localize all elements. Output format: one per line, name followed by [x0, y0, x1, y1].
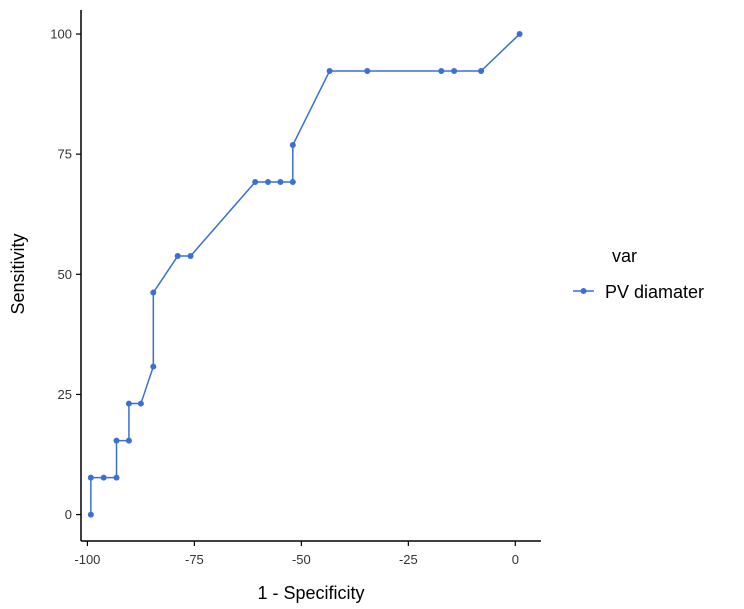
data-point: [137, 400, 144, 407]
data-point: [87, 474, 94, 481]
data-point: [326, 68, 333, 75]
data-point: [113, 437, 120, 444]
legend-key-point: [580, 288, 587, 294]
series-line: [90, 33, 521, 515]
y-axis-title: Sensitivity: [8, 233, 28, 314]
data-point: [264, 179, 271, 186]
y-tick-label: 50: [58, 267, 72, 282]
y-ticks: 0 25 50 75 100: [50, 27, 81, 522]
x-tick-label: -25: [399, 552, 418, 567]
y-tick-label: 75: [58, 147, 72, 162]
x-tick-label: -75: [185, 552, 204, 567]
y-tick-label: 0: [65, 507, 72, 522]
data-point: [252, 179, 259, 186]
data-point: [87, 511, 94, 518]
data-point: [125, 400, 132, 407]
data-point: [174, 253, 181, 260]
data-point: [100, 474, 107, 481]
data-point: [277, 179, 284, 186]
data-point: [364, 68, 371, 75]
legend: var PV diamater: [573, 246, 704, 302]
legend-title: var: [612, 246, 637, 266]
data-point: [150, 363, 157, 370]
data-point: [438, 68, 445, 75]
y-tick-label: 25: [58, 387, 72, 402]
x-tick-label: 0: [512, 552, 519, 567]
data-point: [289, 142, 296, 149]
data-point: [451, 68, 458, 75]
x-ticks: -100 -75 -50 -25 0: [74, 541, 519, 567]
legend-label-pv-diamater: PV diamater: [605, 282, 704, 302]
data-point: [150, 289, 157, 296]
x-tick-label: -100: [74, 552, 100, 567]
data-point: [516, 31, 523, 38]
data-point: [289, 179, 296, 186]
axes: -100 -75 -50 -25 0 0 25 50 75 100: [50, 10, 541, 567]
data-point: [125, 437, 132, 444]
x-axis-title: 1 - Specificity: [257, 583, 364, 603]
y-tick-label: 100: [50, 27, 72, 42]
x-tick-label: -50: [292, 552, 311, 567]
data-point: [478, 68, 485, 75]
data-point: [113, 474, 120, 481]
data-point: [187, 253, 194, 260]
series-layer: [87, 31, 523, 518]
